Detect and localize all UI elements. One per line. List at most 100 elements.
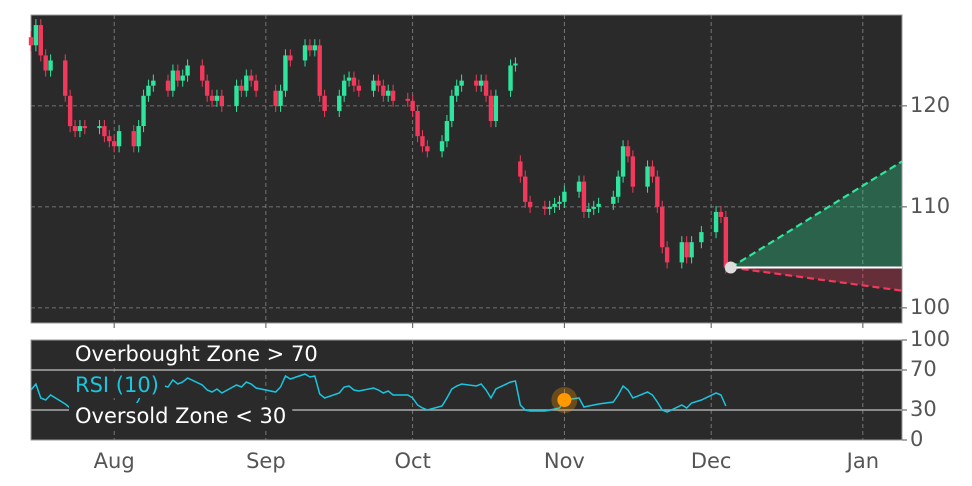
forecast-lower-area [730,267,902,291]
candle-body [415,110,420,137]
oversold-label: Oversold Zone < 30 [75,404,286,428]
candle-body [547,206,552,209]
candle-body [513,63,518,66]
candle-body [200,65,205,81]
candle-body [439,141,445,152]
candle-body [493,95,499,122]
label-backdrop [69,372,165,398]
candle-body [557,201,562,204]
y-tick-label: 100 [910,295,950,319]
candle-body [488,95,494,122]
candle-body [67,95,73,127]
candle-body [346,77,352,81]
candle-body [209,95,215,101]
candle-body [371,80,376,91]
candle-body [478,80,484,86]
candle-body [244,75,249,91]
forecast-start-dot [724,261,737,274]
candle-body [425,146,430,152]
candle-body [283,55,288,91]
label-backdrop [69,403,293,429]
candle-body [302,45,308,61]
candle-body [723,216,729,268]
candle-body [650,166,655,177]
candle-body [474,80,479,86]
candle-body [679,242,685,263]
candle-body [102,126,107,137]
candle-body [97,126,102,129]
candle-body [180,75,185,81]
candle-body [699,232,704,243]
candle-body [43,55,48,71]
candle-body [664,247,670,263]
candle-body [684,242,689,258]
label-backdrop [69,341,324,367]
candle-body [386,90,391,96]
y-tick-label: 120 [910,93,950,117]
candle-body [542,206,547,209]
candle-body [351,77,357,86]
candle-body [596,203,601,207]
candle-body [317,45,322,96]
x-tick-label: Jan [845,449,879,473]
candle-body [655,176,660,207]
candle-body [33,25,39,46]
y-tick-label: 110 [910,194,950,218]
candle-body [356,85,362,91]
candle-body [645,166,650,187]
candle-body [405,98,410,101]
candle-body [586,208,592,212]
candle-body [278,90,283,106]
candle-body [483,80,489,96]
candle-body [341,80,347,96]
candle-body [625,146,631,157]
x-tick-label: Sep [246,449,286,473]
candle-body [518,161,523,177]
candle-body [620,146,626,177]
candle-body [444,121,450,142]
candle-body [38,25,43,56]
candle-body [552,203,557,207]
candle-body [459,80,464,86]
candle-body [204,80,210,96]
candle-body [136,126,141,147]
candle-body [581,181,587,212]
candle-body [146,85,151,96]
candle-body [63,60,68,96]
y-tick-label: 0 [910,427,923,451]
candle-body [591,206,596,209]
rsi-marker [557,393,572,407]
forecast-upper-line [730,160,903,269]
candle-body [72,126,78,132]
candle-body [111,141,117,147]
x-tick-label: Dec [691,449,732,473]
candle-body [449,95,455,122]
y-tick-label: 70 [910,357,937,381]
candle-body [312,45,318,51]
candle-body [376,80,381,86]
y-tick-label: 100 [910,327,950,351]
x-tick-label: Oct [395,449,431,473]
candle-body [390,90,396,101]
candle-body [527,201,533,207]
candle-body [234,85,239,106]
candle-body [523,176,528,202]
candle-body [307,45,313,51]
overbought-label: Overbought Zone > 70 [75,342,318,366]
candle-body [337,95,342,111]
candle-body [151,80,156,86]
x-tick-label: Aug [94,449,135,473]
candle-body [239,85,244,91]
candle-body [214,95,220,101]
y-tick-label: 30 [910,397,937,421]
candle-body [219,95,225,106]
candle-body [77,126,83,132]
candle-body [248,75,254,81]
candle-body [718,211,724,217]
candle-body [131,131,136,147]
candle-body [381,85,386,96]
candle-body [48,60,53,71]
legend-label: RSI (10) [75,373,159,397]
candle-body [611,196,616,204]
